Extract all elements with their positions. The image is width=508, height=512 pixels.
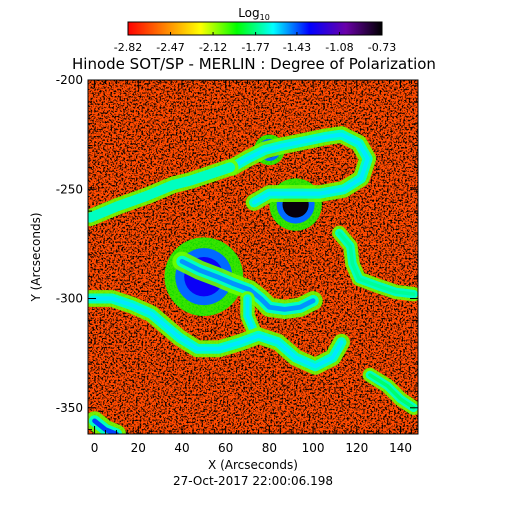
x-tick-label: 80 xyxy=(262,441,277,455)
x-tick-label: 120 xyxy=(345,441,368,455)
plot-frame xyxy=(87,79,419,435)
colorbar-tick-label: -1.77 xyxy=(241,41,269,54)
colorbar-gradient xyxy=(127,21,383,36)
colorbar-label: Log10 xyxy=(238,6,270,22)
network-core xyxy=(88,296,344,369)
network-core xyxy=(337,231,416,296)
network-core xyxy=(88,165,233,220)
x-tick-label: 100 xyxy=(302,441,325,455)
x-tick-label: 0 xyxy=(91,441,99,455)
network-core xyxy=(245,296,256,334)
y-tick-label: -250 xyxy=(56,182,83,196)
y-tick-label: -200 xyxy=(56,73,83,87)
chart-title: Hinode SOT/SP - MERLIN : Degree of Polar… xyxy=(72,55,436,73)
x-tick-label: 60 xyxy=(218,441,233,455)
colorbar-tick-label: -1.08 xyxy=(325,41,353,54)
x-tick-label: 20 xyxy=(131,441,146,455)
y-axis: -200 -250 -300 -350 xyxy=(56,73,418,431)
colorbar-tick-label: -1.43 xyxy=(283,41,311,54)
heatmap-features xyxy=(88,126,418,434)
network-core xyxy=(92,418,119,434)
x-tick-label: 140 xyxy=(389,441,412,455)
y-tick-label: -300 xyxy=(56,292,83,306)
network-core xyxy=(179,258,316,312)
colorbar-tick-label: -0.73 xyxy=(368,41,396,54)
colorbar-ticks: -2.82 -2.47 -2.12 -1.77 -1.43 -1.08 -0.73 xyxy=(114,32,396,54)
x-axis: 0 20 40 60 80 100 120 140 xyxy=(91,80,412,455)
y-axis-label: Y (Arcseconds) xyxy=(29,212,43,302)
y-tick-label: -350 xyxy=(56,401,83,415)
colorbar-tick-label: -2.47 xyxy=(156,41,184,54)
colorbar-tick-label: -2.12 xyxy=(199,41,227,54)
colorbar: Log10 -2.82 -2.47 -2.12 -1.77 -1.43 -1.08 -0.7… xyxy=(114,6,396,54)
network-core xyxy=(230,132,370,205)
timestamp: 27-Oct-2017 22:00:06.198 xyxy=(173,474,333,488)
x-axis-label: X (Arcseconds) xyxy=(208,458,298,472)
network-core xyxy=(368,373,416,410)
plot-area xyxy=(88,80,418,434)
colorbar-tick-label: -2.82 xyxy=(114,41,142,54)
x-tick-label: 40 xyxy=(174,441,189,455)
